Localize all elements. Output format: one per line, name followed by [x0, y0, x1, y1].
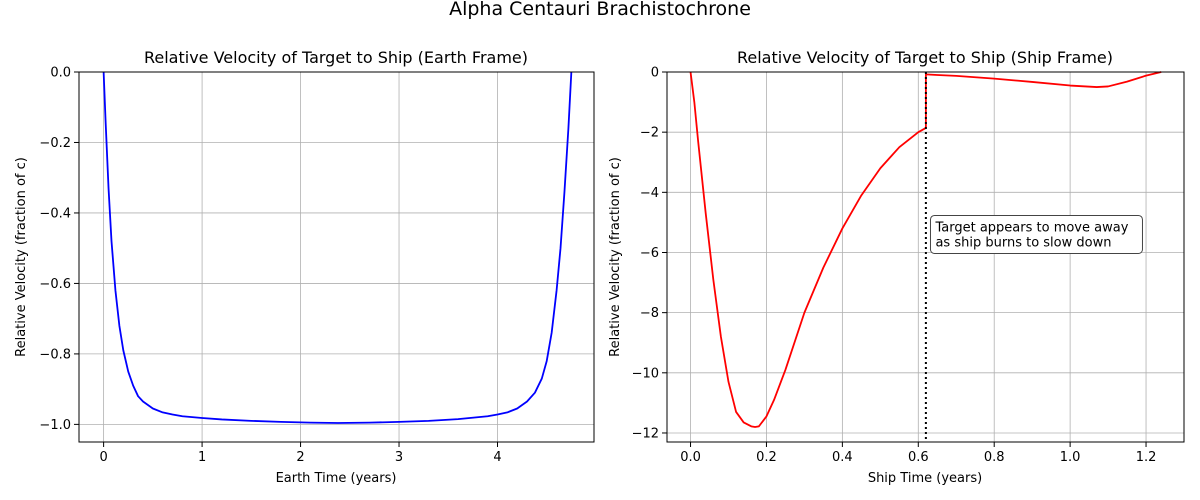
plot-area-earth	[78, 71, 595, 443]
y-tick-label: −0.4	[39, 206, 71, 221]
y-tick-label: −12	[632, 426, 659, 441]
panel-earth-frame: Relative Velocity of Target to Ship (Ear…	[14, 48, 595, 486]
plot-area-ship	[666, 71, 1185, 443]
y-tick-label: −6	[640, 246, 659, 261]
series-earth	[102, 71, 573, 424]
panel-ship-frame: Relative Velocity of Target to Ship (Shi…	[608, 48, 1185, 486]
x-tick-label: 4	[493, 450, 501, 465]
y-tick-label: −0.6	[39, 277, 71, 292]
x-tick-label: 0.4	[832, 450, 853, 465]
ticks-ship: 0.0 0.2 0.4 0.6 0.8 1.0 1.2 0 −2 −4 −6 −8 −10 −12	[632, 66, 1157, 466]
panel-ship-title: Relative Velocity of Target to Ship (Shi…	[737, 48, 1113, 67]
xlabel-earth: Earth Time (years)	[276, 471, 397, 486]
x-tick-label: 1.2	[1136, 450, 1157, 465]
y-tick-label: −4	[640, 186, 659, 201]
series-line	[689, 71, 1162, 428]
ticks-earth: 0 1 2 3 4 0.0 −0.2 −0.4 −0.6 −0.8 −1.0	[39, 66, 501, 466]
y-tick-label: −0.2	[39, 136, 71, 151]
series-line	[102, 71, 573, 424]
x-tick-label: 0.6	[908, 450, 929, 465]
panel-earth-title: Relative Velocity of Target to Ship (Ear…	[144, 48, 528, 67]
annotation-box	[929, 214, 1143, 254]
y-tick-label: −0.8	[39, 347, 71, 362]
ylabel-earth: Relative Velocity (fraction of c)	[14, 157, 29, 357]
x-tick-label: 1	[198, 450, 206, 465]
x-tick-label: 1.0	[1060, 450, 1081, 465]
y-tick-label: −1.0	[39, 418, 71, 433]
grid-earth	[79, 71, 594, 442]
y-tick-label: −10	[632, 366, 659, 381]
x-tick-label: 0	[99, 450, 107, 465]
x-tick-label: 3	[395, 450, 403, 465]
x-tick-label: 2	[296, 450, 304, 465]
y-tick-label: −2	[640, 126, 659, 141]
y-tick-label: 0.0	[50, 66, 71, 81]
x-tick-label: 0.8	[984, 450, 1005, 465]
annotation-text: Target appears to move away	[934, 220, 1128, 235]
ylabel-ship: Relative Velocity (fraction of c)	[608, 157, 623, 357]
y-tick-label: 0	[651, 66, 659, 81]
series-ship	[689, 71, 1162, 428]
annotation-text: as ship burns to slow down	[935, 235, 1111, 250]
xlabel-ship: Ship Time (years)	[868, 471, 982, 486]
x-tick-label: 0.0	[680, 450, 701, 465]
y-tick-label: −8	[640, 306, 659, 321]
x-tick-label: 0.2	[756, 450, 777, 465]
figure-title: Alpha Centauri Brachistochrone	[449, 0, 751, 20]
